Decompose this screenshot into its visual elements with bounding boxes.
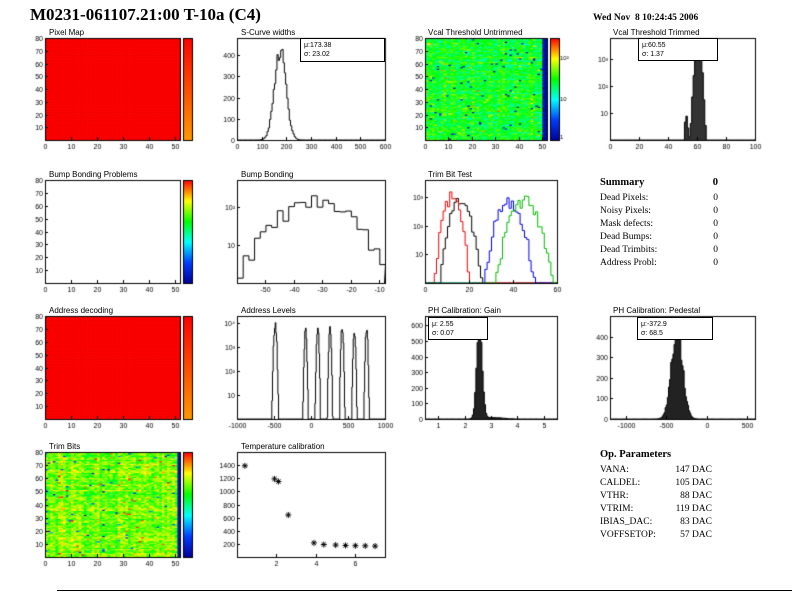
trim-bits-chart <box>20 447 210 570</box>
op-row-vtrim: VTRIM: 119 DAC <box>600 503 712 516</box>
stat-sigma: σ: 1.37 <box>642 51 664 58</box>
summary-value: 0 <box>713 258 718 268</box>
op-parameters-header: Op. Parameters <box>600 449 712 460</box>
op-label: VANA: <box>600 465 629 475</box>
op-row-voffsetop: VOFFSETOP: 57 DAC <box>600 529 712 542</box>
stats-box-ph-gain: μ: 2.55 σ: 0.07 <box>428 317 488 340</box>
op-value: 57 DAC <box>680 530 712 540</box>
stats-box-ph-pedestal: μ:-372.9 σ: 68.5 <box>637 317 713 340</box>
op-label: VOFFSETOP: <box>600 530 656 540</box>
bump-problems-title: Bump Bonding Problems <box>49 170 138 179</box>
summary-row-mask-defects: Mask defects: 0 <box>600 218 718 231</box>
summary-panel: Summary 0 Dead Pixels: 0 Noisy Pixels: 0… <box>600 177 718 270</box>
trim-bit-test-title: Trim Bit Test <box>428 170 473 179</box>
summary-total: 0 <box>712 177 718 188</box>
op-value: 119 DAC <box>675 504 712 514</box>
vcal-threshold-untrimmed-chart <box>400 33 577 153</box>
op-row-vana: VANA: 147 DAC <box>600 464 712 477</box>
address-levels-chart <box>212 311 397 432</box>
stat-mu: μ:173.38 <box>304 42 332 49</box>
temperature-title: Temperature calibration <box>241 442 325 451</box>
report-timestamp: Wed Nov 8 10:24:45 2006 <box>593 13 699 23</box>
page-border-bottom <box>57 590 792 591</box>
op-row-vthr: VTHR: 88 DAC <box>600 490 712 503</box>
address-decoding-chart <box>20 311 210 432</box>
op-label: VTHR: <box>600 491 629 501</box>
s-curve-widths-title: S-Curve widths <box>241 28 296 37</box>
op-parameters-panel: Op. Parameters VANA: 147 DAC CALDEL: 105… <box>600 449 712 542</box>
address-levels-title: Address Levels <box>241 306 296 315</box>
pixel-map-title: Pixel Map <box>49 28 85 37</box>
op-label: CALDEL: <box>600 478 641 488</box>
op-parameters-title: Op. Parameters <box>600 449 672 460</box>
op-row-caldel: CALDEL: 105 DAC <box>600 477 712 490</box>
op-value: 83 DAC <box>680 517 712 527</box>
summary-label: Dead Bumps: <box>600 232 652 242</box>
address-decoding-title: Address decoding <box>49 306 114 315</box>
stat-mu: μ:60.55 <box>642 42 666 49</box>
pixel-map-chart <box>20 33 210 153</box>
summary-row-address-probl: Address Probl: 0 <box>600 257 718 270</box>
summary-value: 0 <box>713 206 718 216</box>
summary-label: Mask defects: <box>600 219 654 229</box>
summary-row-dead-pixels: Dead Pixels: 0 <box>600 192 718 205</box>
op-value: 88 DAC <box>680 491 712 501</box>
summary-label: Dead Pixels: <box>600 193 649 203</box>
op-value: 105 DAC <box>675 478 712 488</box>
vcal-untrimmed-title: Vcal Threshold Untrimmed <box>428 28 523 37</box>
stat-sigma: σ: 0.07 <box>432 330 454 337</box>
trim-bits-title: Trim Bits <box>49 442 81 451</box>
summary-value: 0 <box>713 232 718 242</box>
ph-pedestal-title: PH Calibration: Pedestal <box>613 306 701 315</box>
temperature-calibration-chart <box>212 447 397 570</box>
op-value: 147 DAC <box>675 465 712 475</box>
stat-sigma: σ: 23.02 <box>304 51 330 58</box>
summary-row-dead-bumps: Dead Bumps: 0 <box>600 231 718 244</box>
stats-box-vcal-trimmed: μ:60.55 σ: 1.37 <box>638 38 718 61</box>
op-label: IBIAS_DAC: <box>600 517 653 527</box>
summary-header: Summary 0 <box>600 177 718 188</box>
trim-bit-test-chart <box>400 175 569 296</box>
summary-value: 0 <box>713 193 718 203</box>
summary-row-dead-trimbits: Dead Trimbits: 0 <box>600 244 718 257</box>
stat-mu: μ:-372.9 <box>641 321 667 328</box>
bump-bonding-title: Bump Bonding <box>241 170 294 179</box>
ph-gain-title: PH Calibration: Gain <box>428 306 501 315</box>
bump-bonding-chart <box>212 175 397 296</box>
vcal-trimmed-title: Vcal Threshold Trimmed <box>613 28 700 37</box>
summary-label: Address Probl: <box>600 258 657 268</box>
summary-title: Summary <box>600 177 645 188</box>
op-row-ibias-dac: IBIAS_DAC: 83 DAC <box>600 516 712 529</box>
summary-value: 0 <box>713 245 718 255</box>
summary-value: 0 <box>713 219 718 229</box>
bump-bonding-problems-chart <box>20 175 210 296</box>
page-title: M0231-061107.21:00 T-10a (C4) <box>30 5 261 24</box>
stats-box-scurve: μ:173.38 σ: 23.02 <box>300 38 385 62</box>
summary-label: Dead Trimbits: <box>600 245 658 255</box>
stat-mu: μ: 2.55 <box>432 321 454 328</box>
summary-row-noisy-pixels: Noisy Pixels: 0 <box>600 205 718 218</box>
op-label: VTRIM: <box>600 504 634 514</box>
summary-label: Noisy Pixels: <box>600 206 651 216</box>
stat-sigma: σ: 68.5 <box>641 330 663 337</box>
